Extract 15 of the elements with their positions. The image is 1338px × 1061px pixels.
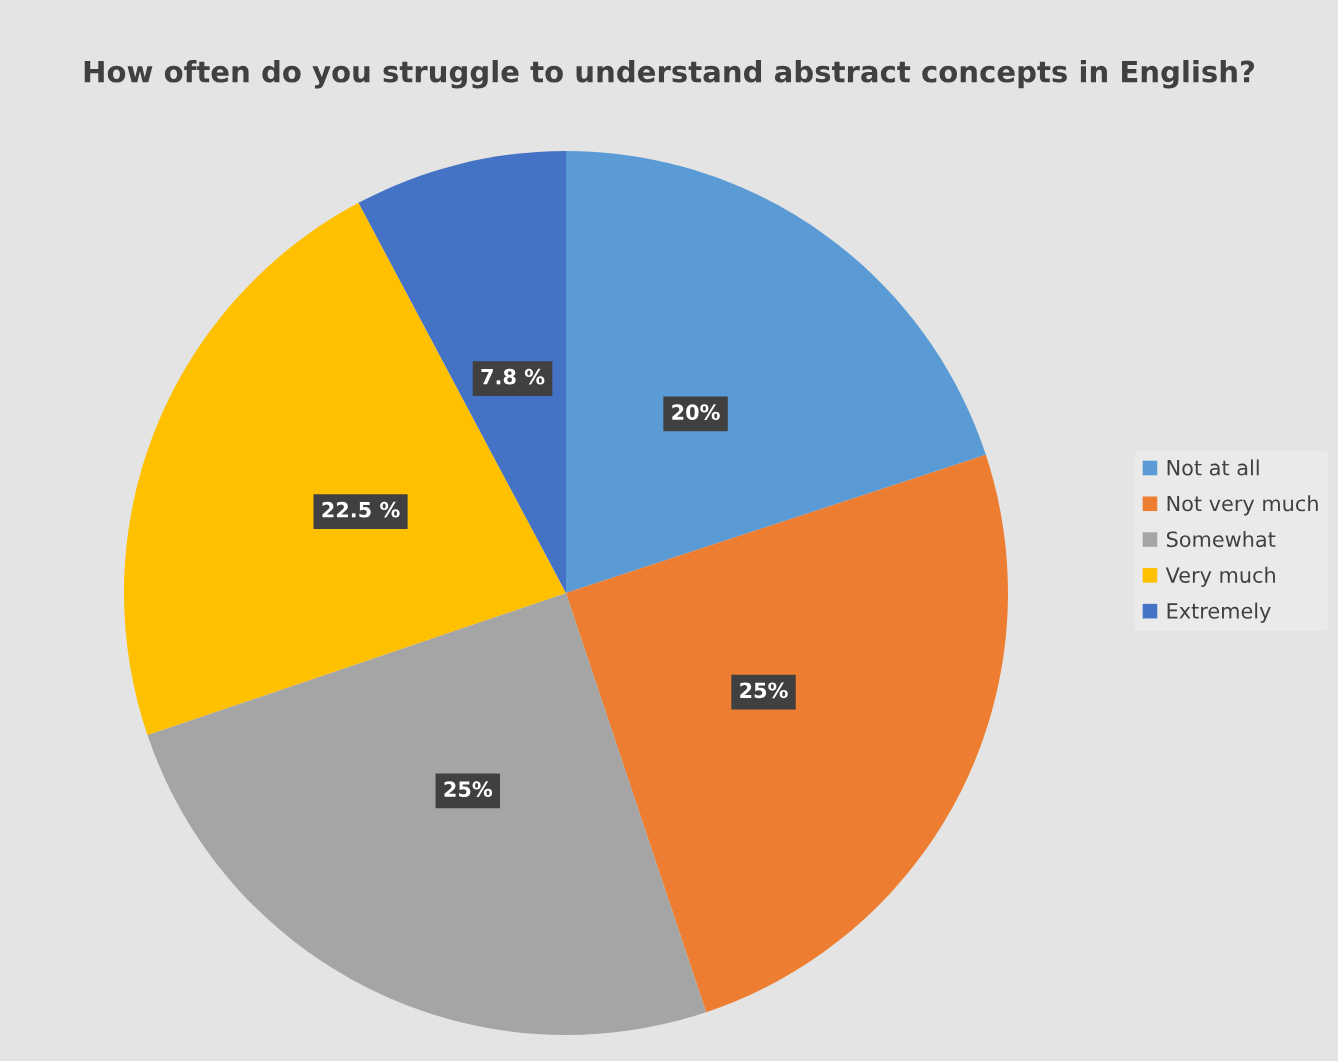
data-label: 7.8 % — [481, 368, 545, 385]
data-label: 22.5 % — [322, 501, 400, 518]
legend-label: Not at all — [1167, 459, 1259, 476]
pie-slice — [566, 454, 1008, 1013]
legend-label: Somewhat — [1166, 531, 1276, 548]
pie-slice — [124, 202, 566, 736]
chart-title: How often do you struggle to understand abstract concepts in English? — [84, 60, 1255, 89]
data-label: 25% — [740, 682, 788, 699]
data-label: 20% — [672, 404, 720, 421]
legend-label: Very much — [1165, 566, 1275, 587]
legend-label: Extremely — [1167, 602, 1271, 623]
pie-slice — [147, 593, 707, 1035]
pie-slice — [566, 151, 986, 593]
data-label: 25% — [444, 781, 493, 798]
legend-label: Not very much — [1167, 495, 1318, 516]
